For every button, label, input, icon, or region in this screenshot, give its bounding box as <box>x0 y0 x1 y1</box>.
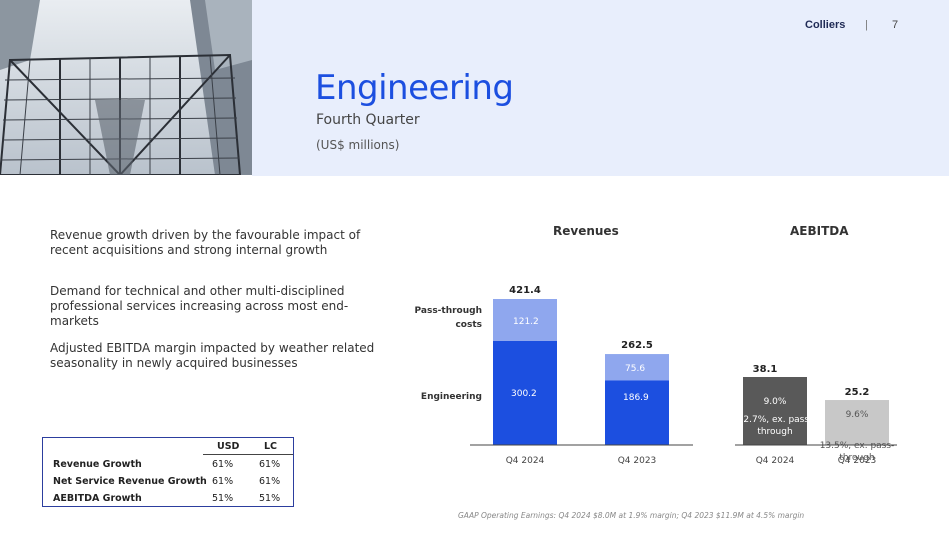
bullet-revenue-growth: Revenue growth driven by the favourable … <box>50 228 361 257</box>
pass-through-bar <box>605 354 669 381</box>
x-tick-label: Q4 2024 <box>506 456 545 466</box>
table-cell-lc: 51% <box>259 493 281 504</box>
legend-engineering: Engineering <box>421 392 482 402</box>
table-cell-usd: 61% <box>212 459 234 470</box>
table-header-lc: LC <box>264 441 278 452</box>
x-tick-label: Q4 2024 <box>756 456 795 466</box>
page-number: 7 <box>892 19 899 31</box>
table-row-label: AEBITDA Growth <box>53 493 142 504</box>
legend-pass-through-costs: costs <box>455 320 482 330</box>
engineering-bar <box>493 340 557 445</box>
title-banner <box>252 0 949 176</box>
revenues-chart-title: Revenues <box>553 224 619 238</box>
x-tick-label: Q4 2023 <box>838 456 877 466</box>
margin-ex-pass-through-label: 12.7%, ex. pass- <box>738 415 813 425</box>
x-tick-label: Q4 2023 <box>618 456 657 466</box>
bullet-adjusted-ebitda: Adjusted EBITDA margin impacted by weath… <box>50 341 375 370</box>
table-row-label: Net Service Revenue Growth <box>53 476 207 487</box>
table-cell-usd: 51% <box>212 493 234 504</box>
page-title: Engineering <box>315 68 514 108</box>
total-value-label: 262.5 <box>621 340 653 351</box>
aebitda-value-label: 25.2 <box>845 387 870 398</box>
margin-ex-pass-through-label: through <box>839 453 874 463</box>
margin-ex-pass-through-label: through <box>757 427 792 437</box>
engineering-value-label: 300.2 <box>511 389 537 399</box>
engineering-value-label: 186.9 <box>623 393 649 403</box>
building-photo-image <box>0 0 252 175</box>
growth-table: USD LC Revenue Growth 61% 61% Net Servic… <box>42 437 294 507</box>
table-header-usd: USD <box>217 441 240 452</box>
margin-label: 9.0% <box>764 397 787 407</box>
aebitda-bar <box>825 400 889 445</box>
table-cell-lc: 61% <box>259 459 281 470</box>
pass-through-value-label: 121.2 <box>513 317 539 327</box>
aebitda-chart-title: AEBITDA <box>790 224 849 238</box>
brand-name: Colliers <box>805 19 846 31</box>
engineering-bar <box>605 380 669 445</box>
footnote: GAAP Operating Earnings: Q4 2024 $8.0M a… <box>458 511 805 520</box>
table-cell-usd: 61% <box>212 476 234 487</box>
table-cell-lc: 61% <box>259 476 281 487</box>
table-row-label: Revenue Growth <box>53 459 142 470</box>
bullet-demand: Demand for technical and other multi-dis… <box>50 284 349 328</box>
page-subtitle: Fourth Quarter <box>316 112 420 128</box>
total-value-label: 421.4 <box>509 285 541 296</box>
margin-label: 9.6% <box>846 410 869 420</box>
pass-through-bar <box>493 299 557 341</box>
header-separator: | <box>865 19 868 31</box>
aebitda-bar <box>743 377 807 445</box>
pass-through-value-label: 75.6 <box>625 364 645 374</box>
aebitda-value-label: 38.1 <box>753 364 778 375</box>
header-photo <box>0 0 252 175</box>
table-header-rule <box>203 454 293 455</box>
legend-pass-through: Pass-through <box>415 306 482 316</box>
unit-note: (US$ millions) <box>316 138 400 152</box>
margin-ex-pass-through-label: 13.5%, ex. pass- <box>820 441 895 451</box>
